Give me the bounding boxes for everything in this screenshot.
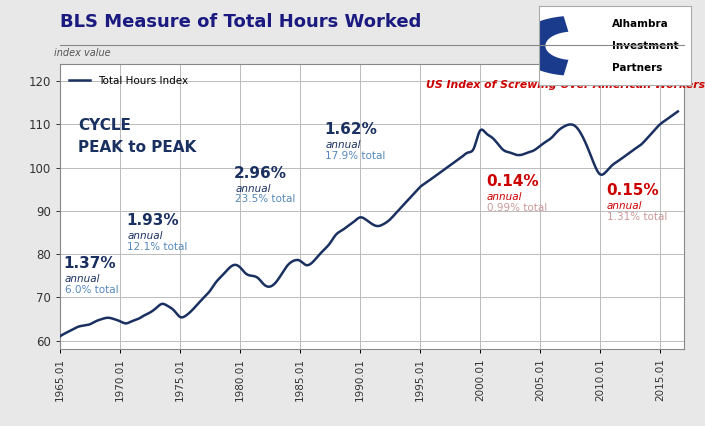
Text: annual: annual [487, 192, 522, 202]
Text: 0.14%: 0.14% [486, 174, 539, 189]
Text: 1.37%: 1.37% [63, 256, 116, 271]
Text: annual: annual [65, 274, 100, 285]
Text: CYCLE: CYCLE [78, 118, 131, 133]
Text: annual: annual [607, 201, 642, 211]
Text: 1.93%: 1.93% [126, 213, 178, 228]
Text: Investment: Investment [612, 41, 679, 51]
Text: 17.9% total: 17.9% total [325, 151, 386, 161]
Total Hours Index [56, 334, 64, 339]
Text: index value: index value [54, 48, 110, 58]
Total Hours Index [94, 318, 102, 323]
Text: 12.1% total: 12.1% total [127, 242, 188, 252]
Text: PEAK to PEAK: PEAK to PEAK [78, 140, 196, 155]
Text: 6.0% total: 6.0% total [65, 285, 118, 295]
Text: 23.5% total: 23.5% total [235, 194, 295, 204]
Total Hours Index [449, 160, 458, 165]
Total Hours Index [431, 174, 439, 179]
Total Hours Index [673, 109, 682, 114]
Text: annual: annual [325, 141, 360, 150]
Text: 0.99% total: 0.99% total [487, 203, 547, 213]
Polygon shape [515, 16, 568, 75]
Legend: Total Hours Index: Total Hours Index [65, 72, 192, 90]
Total Hours Index [525, 150, 533, 155]
Line: Total Hours Index: Total Hours Index [60, 112, 678, 337]
Text: annual: annual [235, 184, 271, 194]
Text: Partners: Partners [612, 63, 663, 73]
Text: annual: annual [127, 231, 163, 241]
Text: US Index of Screwing Over American Workers: US Index of Screwing Over American Worke… [426, 80, 705, 90]
Text: BLS Measure of Total Hours Worked: BLS Measure of Total Hours Worked [60, 13, 422, 31]
Text: 0.15%: 0.15% [606, 183, 658, 198]
Text: 2.96%: 2.96% [234, 166, 287, 181]
Text: 1.31% total: 1.31% total [607, 212, 668, 222]
Text: 1.62%: 1.62% [324, 122, 376, 138]
Total Hours Index [415, 186, 423, 191]
Total Hours Index [588, 156, 596, 161]
Text: Alhambra: Alhambra [612, 19, 669, 29]
